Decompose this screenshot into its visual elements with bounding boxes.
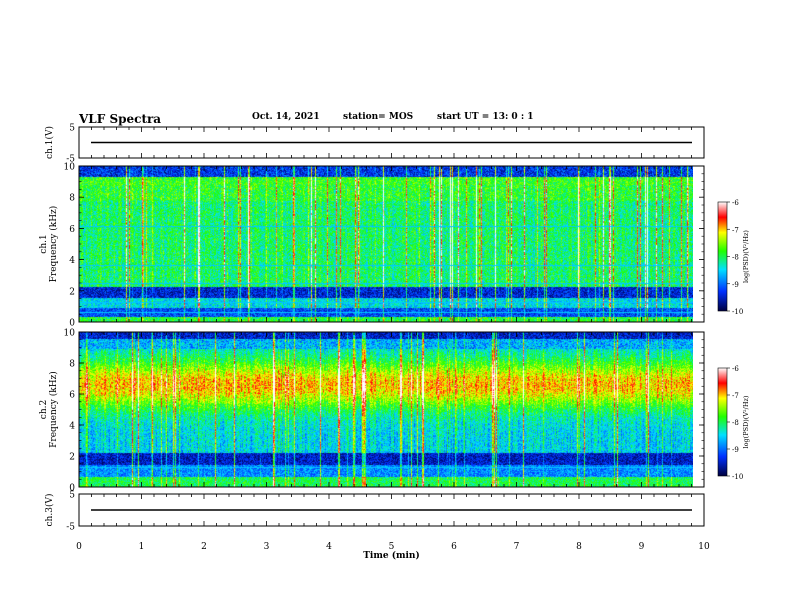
x-tick-label: 6 <box>451 542 457 552</box>
ch2-spectrogram-ylabel: Frequency (kHz) <box>48 371 59 448</box>
x-tick-label: 8 <box>576 542 582 552</box>
ch3-voltage-ytick-label: -5 <box>66 523 75 533</box>
ch2-spectrogram-image <box>79 332 693 487</box>
x-tick-label: 1 <box>139 542 145 552</box>
ch1-spectrogram-ytick-label: 4 <box>69 256 75 266</box>
ch1-spectrogram-colorbar-tick-label: -9 <box>732 281 739 289</box>
ch2-spectrogram-colorbar-tick-label: -8 <box>732 419 739 427</box>
ch2-spectrogram-ytick-label: 4 <box>69 422 75 432</box>
ch2-spectrogram-colorbar-tick-label: -6 <box>732 365 739 373</box>
ch2-spectrogram-ytick-label: 6 <box>69 391 75 401</box>
ch1-voltage-ylabel: ch.1(V) <box>44 126 55 159</box>
ch1-spectrogram-ylabel: Frequency (kHz) <box>48 206 59 283</box>
ch1-spectrogram-ytick-label: 10 <box>64 163 76 173</box>
ch1-spectrogram-ytick-label: 8 <box>69 194 75 204</box>
ch2-spectrogram-colorbar-tick-label: -10 <box>732 473 743 481</box>
ch2-spectrogram-ytick-label: 0 <box>69 484 75 494</box>
x-tick-label: 2 <box>201 542 207 552</box>
ch3-voltage-ylabel: ch.3(V) <box>44 494 55 527</box>
x-tick-label: 3 <box>264 542 270 552</box>
ch2-spectrogram-colorbar-tick-label: -7 <box>732 392 739 400</box>
x-tick-label: 5 <box>389 542 395 552</box>
ch1-spectrogram-colorbar <box>717 201 728 312</box>
ch2-spectrogram-colorbar <box>717 367 728 477</box>
ch1-spectrogram-colorbar-tick-label: -6 <box>732 199 739 207</box>
ch2-spectrogram-ylabel: ch.2 <box>39 400 49 419</box>
station-label: station= MOS <box>343 112 414 122</box>
x-tick-label: 4 <box>326 542 332 552</box>
ch1-spectrogram-colorbar-label: log(PSD)(V²/Hz) <box>742 230 750 283</box>
x-tick-label: 7 <box>514 542 520 552</box>
ch2-spectrogram-ytick-label: 8 <box>69 360 75 370</box>
chart-title: VLF Spectra <box>79 112 162 126</box>
x-axis-label: Time (min) <box>363 550 420 561</box>
ch1-spectrogram-ytick-label: 0 <box>69 319 75 329</box>
ch1-spectrogram-colorbar-tick-label: -10 <box>732 308 743 316</box>
ch2-spectrogram-ytick-label: 2 <box>69 453 75 463</box>
ch2-spectrogram-colorbar-tick-label: -9 <box>732 446 739 454</box>
ch1-spectrogram-colorbar-tick-label: -7 <box>732 226 739 234</box>
ch1-spectrogram-ylabel: ch.1 <box>39 234 49 253</box>
x-tick-label: 10 <box>698 542 710 552</box>
ch1-spectrogram-ytick-label: 6 <box>69 225 75 235</box>
date-label: Oct. 14, 2021 <box>252 112 320 122</box>
start-time-label: start UT = 13: 0 : 1 <box>437 112 534 122</box>
x-tick-label: 0 <box>76 542 82 552</box>
x-tick-label: 9 <box>639 542 645 552</box>
ch1-spectrogram-ytick-label: 2 <box>69 287 75 297</box>
ch1-voltage-ytick-label: 5 <box>69 124 75 134</box>
ch3-voltage-ytick-label: 5 <box>69 491 75 501</box>
ch2-spectrogram-ytick-label: 10 <box>64 329 76 339</box>
ch2-spectrogram-colorbar-label: log(PSD)(V²/Hz) <box>742 395 750 448</box>
ch1-voltage-ytick-label: -5 <box>66 155 75 165</box>
ch1-spectrogram-colorbar-tick-label: -8 <box>732 254 739 262</box>
ch1-spectrogram-image <box>79 166 693 322</box>
